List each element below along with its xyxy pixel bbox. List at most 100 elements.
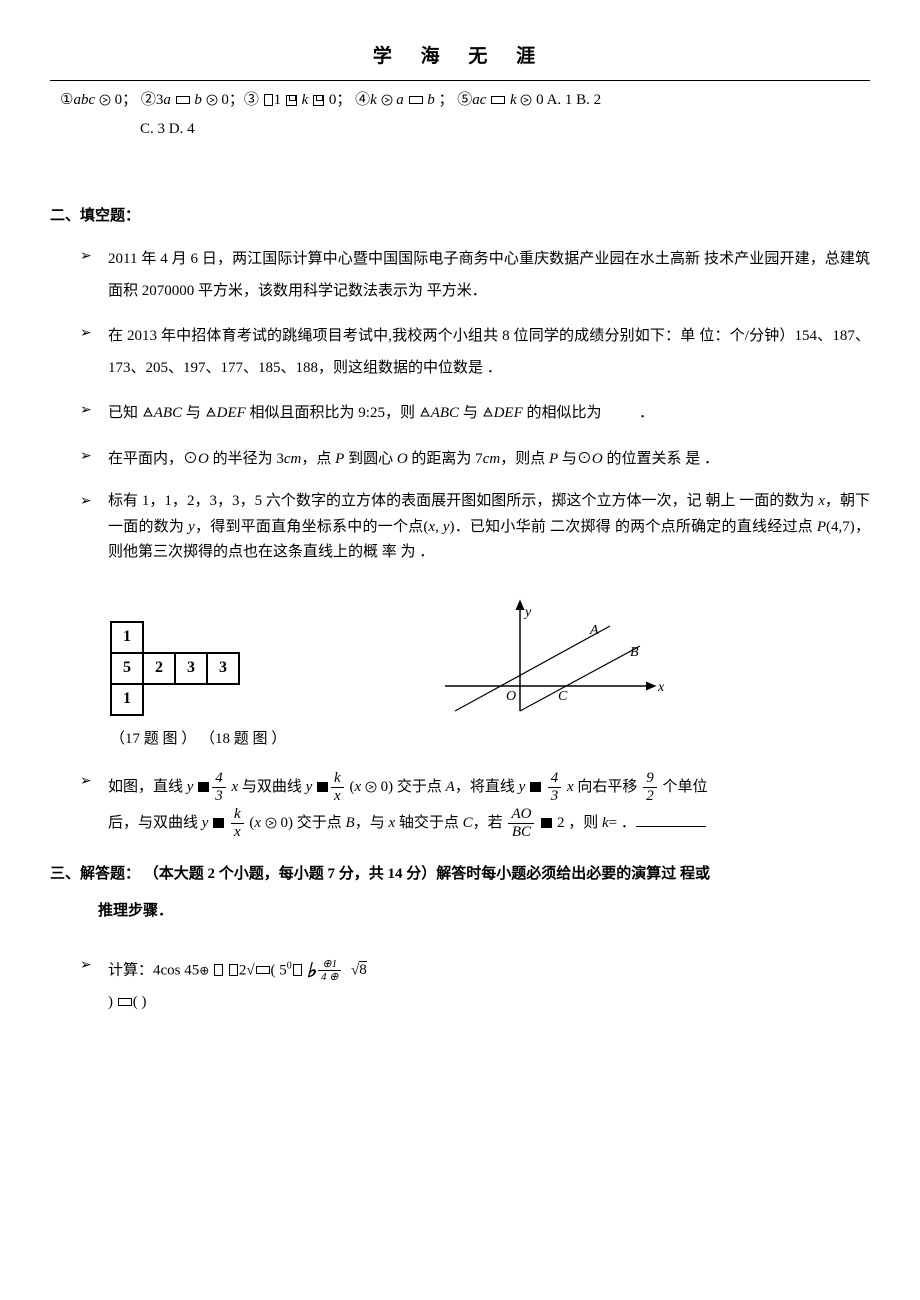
q19-end: ( ) [133,994,147,1010]
gt-icon [265,817,277,829]
q18-m5: ，与 [355,815,389,831]
q19: ➢ 计算：4cos 45⊕ 2√( 50 ♭⊕14 ⊕ √8 ) ( ) [50,953,870,1016]
q14-body: 在 2013 年中招体育考试的跳绳项目考试中,我校两个小组共 8 位同学的成绩分… [108,321,870,384]
q15-abc1: ABC [154,405,182,421]
q16: ➢ 在平面内，⊙O 的半径为 3cm，点 P 到圆心 O 的距离为 7cm，则点… [50,444,870,476]
q17-p: P [817,519,826,535]
q18-l2p: 后，与双曲线 [108,815,202,831]
q12-opt5-start: ； ⑤ [439,92,473,108]
doc-icon [229,964,238,976]
q18-m1: 与双曲线 [238,779,306,795]
q19-sqrt8: 8 [359,961,367,978]
bullet-marker: ➢ [80,489,108,514]
bullet-marker: ➢ [80,953,108,978]
rect-icon [409,96,423,104]
q17-y: y [188,519,195,535]
coordinate-graph: y x O A B C [440,596,670,716]
q12-opt3-start: 0；③ [221,92,259,108]
page-header: 学 海 无 涯 [50,40,870,74]
doc-icon [293,964,302,976]
bullet-marker: ➢ [80,398,108,423]
q12-opt5-ac: ac [472,92,486,108]
net-cell: 5 [111,653,143,684]
q16-m4: 的距离为 7 [408,451,483,467]
rect-icon [118,998,132,1006]
q19-fd: 4 [321,971,327,983]
eq-icon [198,782,209,792]
q18-k: k [602,815,609,831]
q17-l2m2: ，得到平面直角坐标系中的一个点( [195,519,429,535]
q17-l2e: )．已知小华前 二次掷得 [449,519,610,535]
q13-body: 2011 年 4 月 6 日，两江国际计算中心暨中国国际电子商务中心重庆数据产业… [108,244,870,307]
q16-m6: 与⊙ [558,451,592,467]
q18-m6: 轴交于点 [395,815,463,831]
frac-den: x [231,824,244,841]
triangle-icon [419,406,431,418]
q19-pre: 计算：4cos 45 [108,962,199,978]
bullet-marker: ➢ [80,769,108,794]
section2-title: 二、填空题： [50,203,870,230]
q12-options: ①abc 0； ②3a b 0；③ 1 k 0； ④k a b ； ⑤ac k … [50,87,870,143]
q12-opt4-a: a [396,92,404,108]
frac-num: k [231,806,244,824]
q15-mid1: 与 [182,405,205,421]
q18-x3: x [563,779,573,795]
eq-icon [530,782,541,792]
rect-icon [176,96,190,104]
q19-fn: 1 [332,958,338,970]
q18-xc2: x [254,815,261,831]
point-c-label: C [558,689,568,704]
triangle-icon [482,406,494,418]
q18-body: 如图，直线 y 43 x 与双曲线 y kx (x 0) 交于点 A，将直线 y… [108,769,870,841]
net-cell: 1 [111,684,143,715]
q12-opt4-k: k [370,92,377,108]
q12-choices-ab: A. 1 B. 2 [547,92,602,108]
q12-opt5-end: 0 [536,92,544,108]
q18-m7: ，若 [473,815,507,831]
gt-icon [520,94,532,106]
q16-o1: O [198,451,209,467]
save-icon [313,95,324,106]
q16-m5: ，则点 [500,451,549,467]
q15-pre: 已知 [108,405,142,421]
point-b-label: B [630,645,639,660]
q17-body: 标有 1，1，2，3，3，5 六个数字的立方体的表面展开图如图所示，掷这个立方体… [108,489,870,566]
frac-den: 2 [643,788,657,805]
rect-icon [256,966,270,974]
frac-den: 3 [212,788,226,805]
q18-y2: y [306,779,313,795]
doc-icon [264,94,273,106]
gt-icon [206,94,218,106]
figures-row: 1 5233 1 y x O A B C [110,596,870,716]
q19-l2: ) [108,994,117,1010]
q18-y4: y [202,815,209,831]
q12-opt5-k: k [510,92,517,108]
q12-opt4-b: b [427,92,435,108]
net-diagram: 1 5233 1 [110,621,240,715]
blank-line [636,812,706,827]
q18-y3: y [519,779,526,795]
q15-body: 已知 ABC 与 DEF 相似且面积比为 9:25，则 ABC 与 DEF 的相… [108,398,870,430]
bullet-marker: ➢ [80,244,108,269]
q18-c2: 0) 交于点 [281,815,346,831]
q16-o3: O [592,451,603,467]
header-divider [50,80,870,81]
q12-line2: C. 3 D. 4 [60,116,870,143]
q12-opt3-k: k [302,92,309,108]
q15: ➢ 已知 ABC 与 DEF 相似且面积比为 9:25，则 ABC 与 DEF … [50,398,870,430]
q12-opt2-a: a [163,92,171,108]
origin-label: O [506,689,516,704]
q17: ➢ 标有 1，1，2，3，3，5 六个数字的立方体的表面展开图如图所示，掷这个立… [50,489,870,566]
figure-caption: （17 题 图 ） （18 题 图 ） [50,726,870,753]
net-cell: 3 [207,653,239,684]
q19-body: 计算：4cos 45⊕ 2√( 50 ♭⊕14 ⊕ √8 ) ( ) [108,953,870,1016]
q18: ➢ 如图，直线 y 43 x 与双曲线 y kx (x 0) 交于点 A，将直线… [50,769,870,841]
eq-icon [213,818,224,828]
frac-num: 4 [212,770,226,788]
q16-p: P [335,451,344,467]
q16-m2: ，点 [301,451,335,467]
q15-mid3: 与 [459,405,482,421]
net-cell: 2 [143,653,175,684]
q18-C: C [463,815,473,831]
q14: ➢ 在 2013 年中招体育考试的跳绳项目考试中,我校两个小组共 8 位同学的成… [50,321,870,384]
